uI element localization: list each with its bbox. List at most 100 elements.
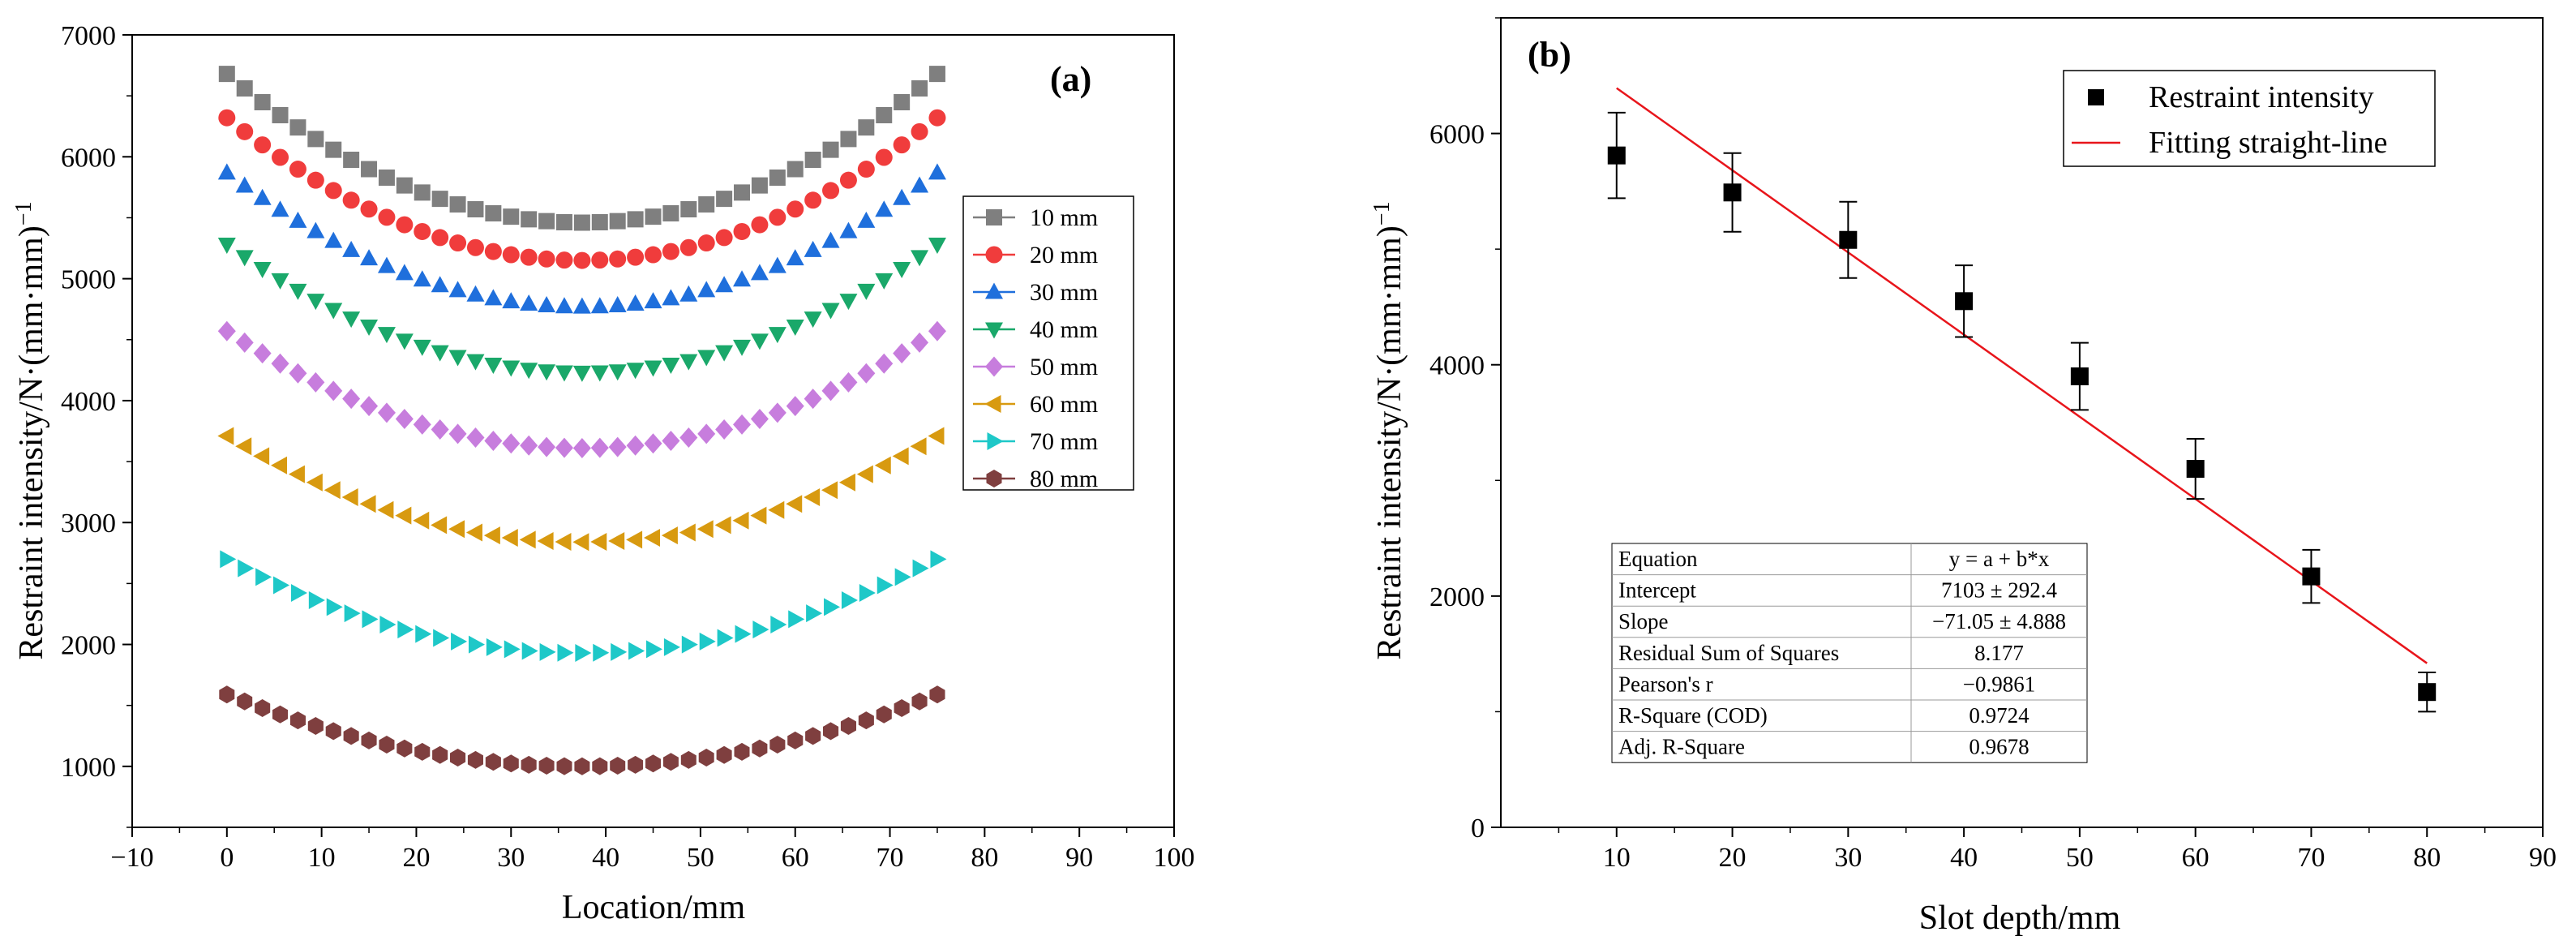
chart-a-point [804,191,822,209]
chart-a-point [839,171,857,189]
chart-a-point [680,750,697,769]
chart-a-point [537,531,554,550]
chart-a-point [679,427,698,449]
chart-a-y-tick-label: 4000 [61,387,116,417]
chart-a-point [768,402,787,423]
chart-a-point [378,170,395,187]
chart-a-legend-marker [985,356,1003,377]
chart-a-point [555,365,573,382]
chart-a-point [377,327,396,344]
chart-a-point [538,436,556,457]
chart-a-point [538,364,556,381]
chart-a-legend-label: 20 mm [1030,242,1098,268]
chart-a-point [716,745,732,764]
chart-a-point [679,523,696,542]
chart-a-point [502,246,520,264]
chart-a-point [254,136,272,154]
chart-a-y-axis-label: Restraint intensity/N·(mm·mm)−1 [11,201,50,659]
chart-a-point [839,371,858,393]
chart-a-point [911,176,929,193]
chart-a-point [271,273,289,290]
chart-a-point [610,757,626,775]
chart-a-point [449,196,466,213]
chart-a-point [484,289,503,306]
chart-a-point [608,531,625,550]
chart-a-point [288,465,305,483]
chart-a-y-tick-label: 1000 [61,753,116,783]
chart-a-point [732,511,749,530]
chart-a-point [448,281,467,298]
chart-a-point [484,243,502,260]
chart-a-point [360,320,379,337]
chart-a-point [218,109,236,127]
chart-a-point [681,635,698,654]
chart-a-panel-label: (a) [1050,59,1091,99]
chart-a-x-tick-label: 10 [308,843,336,873]
chart-a-point [466,354,485,371]
chart-a-point [857,283,876,300]
chart-a-point [307,717,324,735]
chart-a-point [893,136,911,154]
chart-a-point [857,363,876,384]
chart-a-point [875,200,894,217]
chart-a-point [911,79,928,97]
chart-a-point [342,389,361,410]
chart-a-point [769,736,786,754]
chart-a-point [289,363,307,384]
chart-a-point [911,692,928,711]
chart-a-point [306,294,325,311]
chart-a-point [415,625,432,643]
chart-a-point [644,433,662,454]
chart-a-point [396,216,414,234]
chart-a-x-tick-label: 30 [497,843,525,873]
chart-a-point [645,246,662,264]
chart-a-point [253,262,272,279]
chart-a-point [520,294,538,311]
chart-a-x-tick-label: 0 [220,843,234,873]
chart-a-point [468,635,485,654]
chart-a-point [326,598,343,616]
chart-a-point [662,243,679,260]
chart-a-point [431,191,448,208]
chart-a-point [217,427,234,445]
chart-a-point [433,629,450,647]
chart-a-point [928,427,945,445]
chart-a-point [521,211,538,228]
chart-a-point [805,727,821,745]
chart-a-x-tick-label: 90 [1065,843,1093,873]
chart-a-point [768,500,785,519]
chart-a-point [733,270,752,287]
chart-a-point [413,414,431,435]
chart-a-point [555,214,572,231]
chart-a-point [734,742,750,761]
chart-a-point [342,240,361,257]
chart-a-point [911,122,928,140]
chart-a-point [608,364,627,381]
chart-a-point [448,350,467,367]
chart-a-point [556,757,572,775]
chart-a-y-tick-label: 7000 [61,21,116,51]
chart-a-point [324,481,341,500]
chart-a-point [521,755,537,774]
chart-a-point [893,262,911,279]
chart-a-point [608,436,627,457]
chart-a-point [238,559,255,578]
chart-a-point [538,213,555,230]
chart-a-point [910,437,927,456]
chart-a-point [877,576,894,595]
chart-a-point [342,191,360,209]
chart-a-point [697,281,716,298]
chart-a-point [572,297,591,314]
chart-a-point [432,745,448,764]
chart-a-point [857,161,875,178]
chart-a-point [645,208,662,225]
chart-a-point [627,211,644,228]
chart-a-point [396,177,413,194]
chart-a-point [397,620,414,639]
chart-a-point [714,516,731,535]
chart-a-point [486,638,503,656]
chart-a-point [928,109,946,127]
chart-a-legend-marker [986,470,1002,487]
chart-a-point [750,333,769,350]
